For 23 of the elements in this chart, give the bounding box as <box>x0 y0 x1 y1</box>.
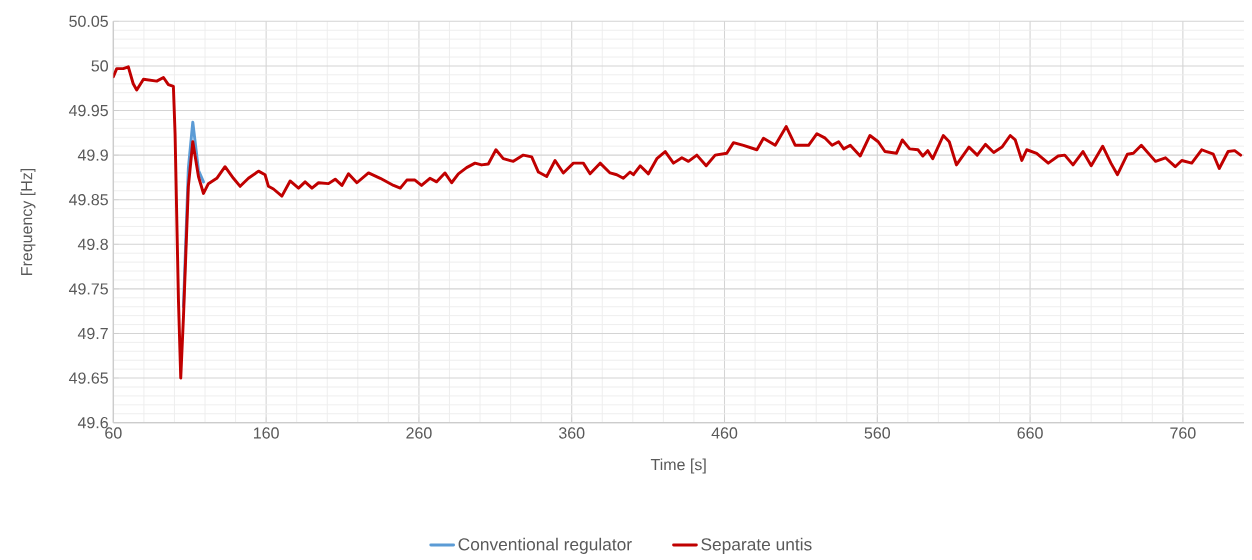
x-axis-title: Time [s] <box>650 458 706 474</box>
x-tick-label: 160 <box>254 427 279 439</box>
x-tick-label: 760 <box>1170 427 1196 439</box>
y-axis-title: Frequency [Hz] <box>20 168 36 275</box>
y-tick-label: 49.8 <box>77 238 108 250</box>
x-tick-label: 460 <box>711 427 738 439</box>
y-tick-label: 49.75 <box>68 283 108 295</box>
x-tick-label: 360 <box>558 427 585 439</box>
legend-label: Conventional regulator <box>458 537 632 554</box>
y-tick-label: 49.7 <box>77 327 108 340</box>
x-tick-label: 60 <box>105 427 122 439</box>
y-tick-label: 49.65 <box>68 372 108 384</box>
y-tick-label: 50 <box>91 60 109 72</box>
y-tick-label: 49.6 <box>77 417 108 429</box>
x-tick-label: 660 <box>1017 427 1043 439</box>
y-tick-label: 49.95 <box>68 104 108 117</box>
x-tick-label: 260 <box>406 427 432 439</box>
y-tick-label: 50.05 <box>69 15 108 27</box>
y-tick-label: 49.85 <box>68 194 108 206</box>
legend-label: Separate untis <box>701 537 812 554</box>
x-tick-label: 560 <box>864 427 891 439</box>
line-series <box>113 65 1243 380</box>
y-tick-label: 49.9 <box>77 149 108 161</box>
